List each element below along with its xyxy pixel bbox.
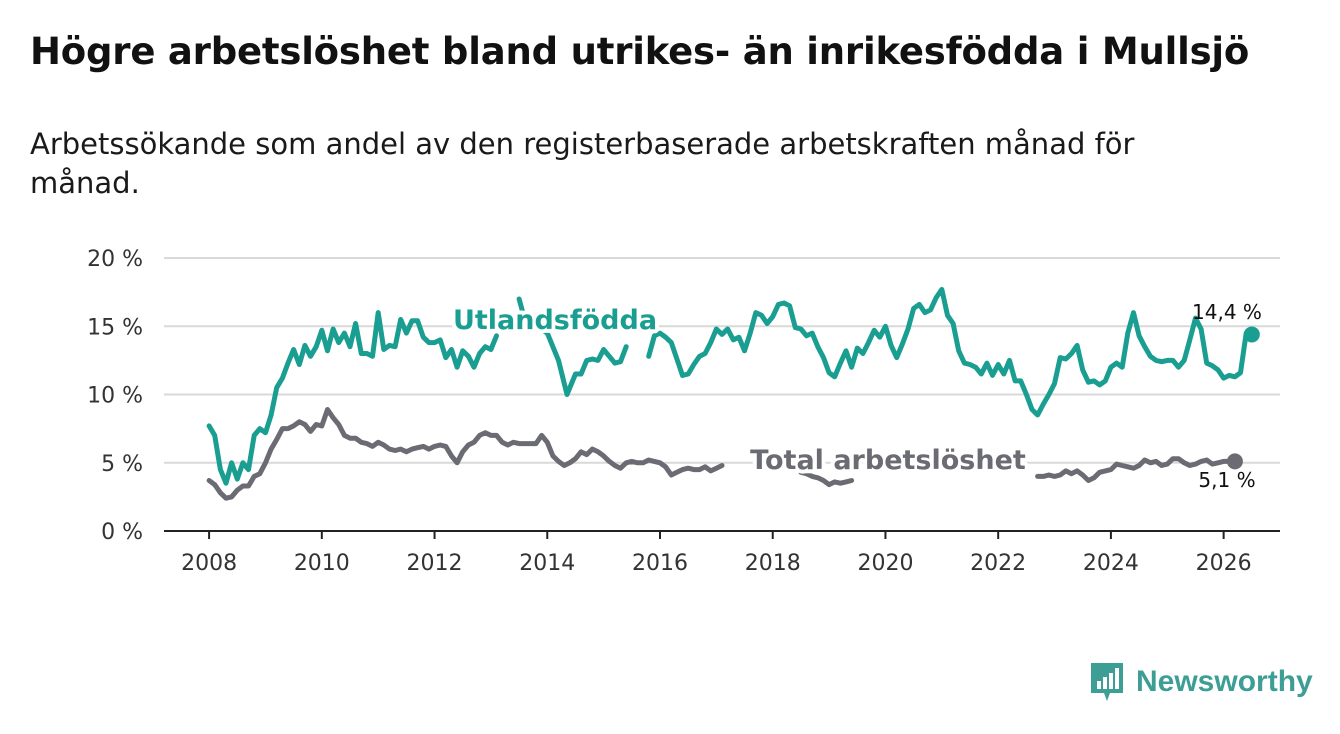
end-value-utlandsfodda: 14,4 % — [1192, 300, 1262, 324]
x-tick-label: 2014 — [519, 551, 575, 576]
x-axis-ticks: 2008 2010 2012 2014 2016 2018 2020 2022 2024 2026 — [181, 531, 1252, 576]
x-tick-label: 2024 — [1083, 551, 1139, 576]
series-label-utlandsfodda: Utlandsfödda — [453, 305, 657, 336]
brand-logo: Newsworthy — [1088, 660, 1313, 704]
end-marker-utlandsfodda — [1243, 326, 1260, 343]
series-line-utlandsfodda — [206, 286, 1255, 486]
x-tick-label: 2008 — [181, 551, 237, 576]
end-marker-total — [1226, 453, 1243, 470]
x-tick-label: 2010 — [294, 551, 350, 576]
series-label-total: Total arbetslöshet — [750, 445, 1026, 476]
x-tick-label: 2018 — [745, 551, 801, 576]
x-tick-label: 2016 — [632, 551, 688, 576]
x-tick-label: 2020 — [857, 551, 913, 576]
end-value-total: 5,1 % — [1198, 468, 1255, 492]
brand-name: Newsworthy — [1136, 665, 1313, 698]
y-tick-label: 0 % — [101, 520, 143, 545]
chart-subtitle: Arbetssökande som andel av den registerb… — [30, 127, 1135, 200]
y-tick-label: 15 % — [87, 315, 143, 340]
y-gridlines — [164, 257, 1280, 464]
x-tick-label: 2012 — [407, 551, 463, 576]
y-tick-label: 10 % — [87, 384, 143, 409]
x-tick-label: 2022 — [970, 551, 1026, 576]
series-line-total — [206, 407, 1238, 501]
newsworthy-logo-icon — [1091, 663, 1123, 701]
y-tick-label: 20 % — [87, 247, 143, 272]
y-axis-ticks: 0 % 5 % 10 % 15 % 20 % — [87, 247, 143, 545]
series-lines — [206, 286, 1255, 501]
chart-title: Högre arbetslöshet bland utrikes- än inr… — [30, 30, 1250, 73]
y-tick-label: 5 % — [101, 452, 143, 477]
x-tick-label: 2026 — [1196, 551, 1252, 576]
